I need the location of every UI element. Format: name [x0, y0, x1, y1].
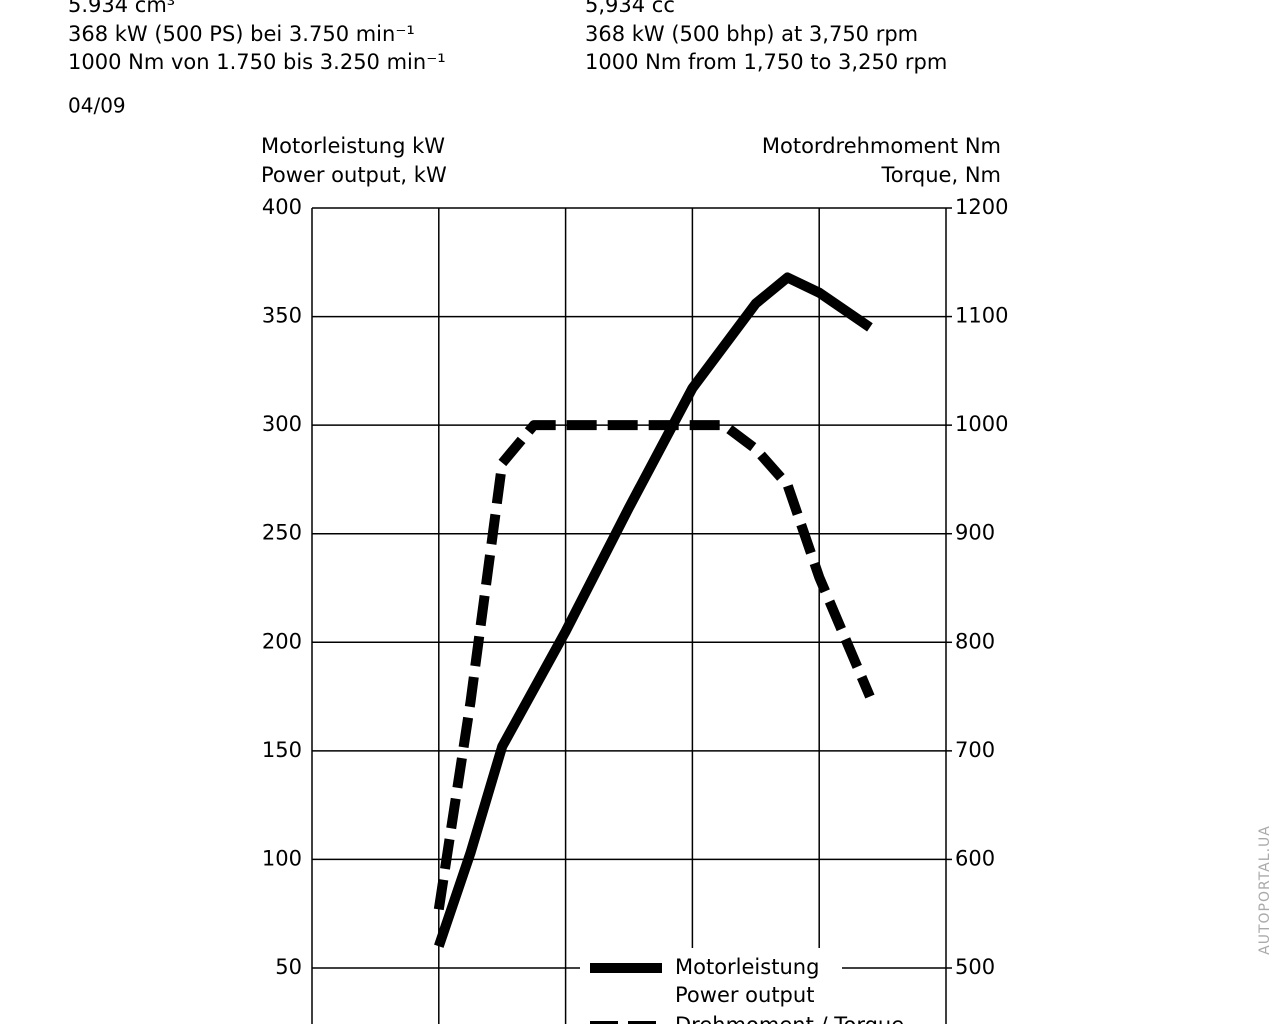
spec-line: 5,934 cc: [585, 0, 675, 17]
watermark: AUTOPORTAL.UA: [1257, 825, 1273, 955]
legend-label: Motorleistung: [675, 955, 819, 979]
y-tick-label: 150: [262, 738, 302, 762]
y-tick-label: 350: [262, 304, 302, 328]
y-tick-label: 400: [262, 195, 302, 219]
y2-tick-label: 600: [955, 846, 995, 870]
series-line: [433, 420, 875, 911]
spec-line: 1000 Nm from 1,750 to 3,250 rpm: [585, 50, 947, 74]
y2-tick-label: 700: [955, 738, 995, 762]
legend-label: Power output: [675, 983, 814, 1007]
y2-axis-label: Torque, Nm: [881, 163, 1001, 187]
date: 04/09: [68, 94, 126, 118]
y-tick-label: 300: [262, 412, 302, 436]
y2-tick-label: 800: [955, 629, 995, 653]
y-axis-label: Power output, kW: [261, 163, 447, 187]
y-tick-label: 200: [262, 629, 302, 653]
y-tick-label: 250: [262, 521, 302, 545]
y2-tick-label: 1000: [955, 412, 1008, 436]
legend-background: [580, 948, 842, 1024]
legend-label: Drehmoment / Torque: [675, 1013, 904, 1024]
y2-tick-label: 900: [955, 521, 995, 545]
y2-axis-label: Motordrehmoment Nm: [762, 134, 1001, 158]
y2-tick-label: 1200: [955, 195, 1008, 219]
y2-tick-label: 1100: [955, 304, 1008, 328]
spec-line: 5.934 cm³: [68, 0, 175, 17]
series-line: [434, 272, 873, 948]
y-tick-label: 100: [262, 846, 302, 870]
y-tick-label: 50: [275, 955, 302, 979]
spec-line: 368 kW (500 PS) bei 3.750 min⁻¹: [68, 22, 415, 46]
y-axis-label: Motorleistung kW: [261, 134, 445, 158]
y2-tick-label: 500: [955, 955, 995, 979]
spec-line: 1000 Nm von 1.750 bis 3.250 min⁻¹: [68, 50, 446, 74]
spec-line: 368 kW (500 bhp) at 3,750 rpm: [585, 22, 918, 46]
